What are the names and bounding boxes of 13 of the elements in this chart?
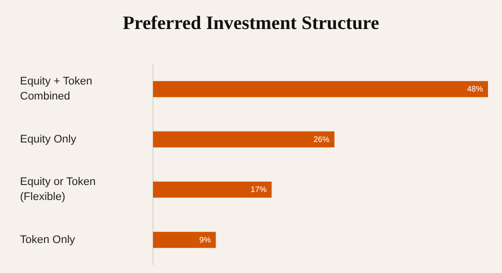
y-tick-label: Equity Only [20, 133, 77, 146]
y-tick-label: Equity + Token Combined [20, 76, 92, 103]
bar [153, 232, 216, 248]
data-label: 26% [313, 134, 330, 144]
data-label: 48% [466, 84, 483, 94]
chart-title: Preferred Investment Structure [122, 13, 380, 34]
bar [153, 131, 334, 148]
data-label: 17% [250, 185, 267, 194]
data-label: 9% [199, 235, 211, 244]
bar [153, 81, 488, 98]
bar [153, 182, 272, 198]
y-tick-label: Token Only [20, 234, 76, 246]
y-tick-label: Equity or Token (Flexible) [20, 176, 96, 204]
